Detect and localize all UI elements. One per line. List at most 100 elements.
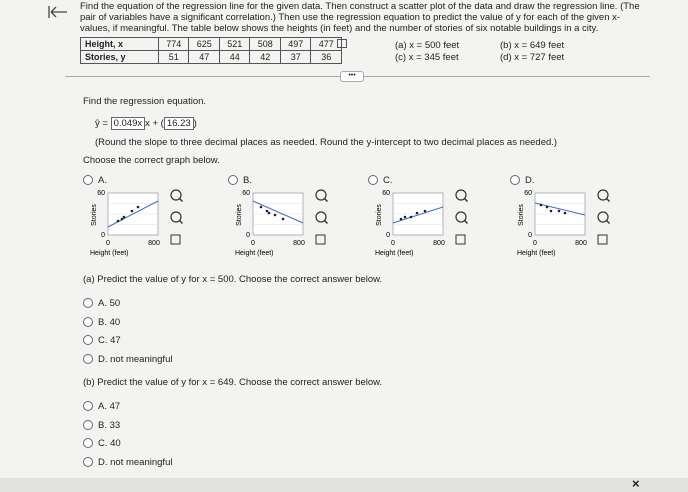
graph-option: 60 00 800 Stories Height (feet) — [235, 189, 328, 257]
option-label[interactable]: A. — [83, 175, 107, 186]
radio — [510, 175, 520, 186]
equation: ŷ = 0.049x x + (16.23) — [95, 117, 197, 130]
radio — [83, 353, 93, 364]
zoom-icon[interactable] — [170, 189, 182, 201]
expand-icon[interactable] — [170, 234, 181, 245]
zoom-handle — [606, 220, 610, 224]
answer-option[interactable]: A. 47 — [83, 401, 120, 412]
radio — [83, 175, 93, 186]
axis-label: 800 — [293, 240, 305, 247]
answer-option[interactable]: C. 40 — [83, 438, 121, 449]
reg-line — [107, 200, 159, 228]
prompt: Find the regression equation. — [83, 96, 207, 107]
table-cell: 37 — [279, 50, 312, 64]
zoom-icon[interactable] — [315, 211, 327, 223]
zoom-icon[interactable] — [170, 211, 182, 223]
zoom-icon[interactable] — [597, 211, 609, 223]
axis-title: Stories — [518, 204, 525, 226]
option-text: D. not meaningful — [98, 353, 173, 365]
dot — [557, 209, 561, 213]
option-letter: B. — [243, 175, 252, 186]
reg-line — [392, 206, 444, 224]
table-cell: 521 — [218, 37, 251, 51]
dot — [265, 209, 269, 213]
x-value: (a) x = 500 feet — [395, 40, 460, 51]
dot — [136, 205, 140, 209]
x-value: (d) x = 727 feet — [500, 52, 565, 63]
answer-option[interactable]: D. not meaningful — [83, 354, 172, 365]
axis-title: Height (feet) — [235, 250, 274, 257]
copy-icon[interactable] — [337, 39, 347, 48]
axis-label: 800 — [433, 240, 445, 247]
answer-option[interactable]: A. 50 — [83, 298, 120, 309]
expand-icon[interactable] — [315, 234, 326, 245]
answer-option[interactable]: B. 40 — [83, 317, 120, 328]
reg-line — [252, 200, 304, 224]
axis-label: 0 — [533, 240, 537, 247]
intercept-input[interactable]: 16.23 — [163, 117, 194, 130]
zoom-icon[interactable] — [455, 189, 467, 201]
close-button[interactable]: × — [632, 476, 640, 491]
option-letter: C. — [383, 175, 393, 186]
table-cell: 47 — [188, 50, 220, 64]
dot — [273, 213, 277, 217]
x-value: (b) x = 649 feet — [500, 40, 565, 51]
table-cell: 36 — [310, 50, 342, 64]
dot — [539, 203, 543, 207]
radio — [83, 316, 93, 327]
back-button[interactable] — [45, 4, 69, 20]
zoom-handle — [324, 220, 328, 224]
option-text: C. 40 — [98, 438, 121, 449]
table-cell: Height, x — [80, 37, 159, 51]
option-label[interactable]: C. — [368, 175, 393, 186]
axis-label: 800 — [575, 240, 587, 247]
graph-option: 60 00 800 Stories Height (feet) — [375, 189, 468, 257]
axis-label: 0 — [528, 232, 532, 239]
radio — [83, 438, 93, 449]
zoom-icon[interactable] — [597, 189, 609, 201]
eq-lhs: ŷ = — [95, 118, 108, 129]
zoom-icon[interactable] — [455, 211, 467, 223]
prompt: (a) Predict the value of y for x = 500. … — [83, 274, 383, 285]
table-cell: 508 — [249, 37, 281, 51]
prompt: (b) Predict the value of y for x = 649. … — [83, 377, 383, 388]
axis-label: 60 — [97, 190, 105, 197]
dot — [403, 215, 407, 219]
answer-option[interactable]: B. 33 — [83, 420, 120, 431]
expand-button[interactable]: ••• — [340, 71, 364, 82]
dot — [415, 211, 419, 215]
axis-label: 0 — [251, 240, 255, 247]
table-cell: 625 — [188, 37, 220, 51]
dot — [399, 217, 403, 221]
graph-option: 60 00 800 Stories Height (feet) — [90, 189, 183, 257]
dot — [409, 215, 413, 219]
dot — [423, 209, 427, 213]
table-row: Stories, y 51 47 44 42 37 36 — [80, 50, 342, 64]
table-cell: Stories, y — [80, 50, 159, 64]
option-label[interactable]: B. — [228, 175, 252, 186]
zoom-handle — [464, 220, 468, 224]
data-table: Height, x 774 625 521 508 497 477 Stories, y 51 4… — [80, 37, 342, 64]
zoom-handle — [179, 198, 183, 202]
answer-option[interactable]: C. 47 — [83, 335, 121, 346]
option-text: C. 47 — [98, 335, 121, 346]
axis-title: Stories — [236, 204, 243, 226]
dot — [116, 219, 120, 223]
slope-input[interactable]: 0.049x — [110, 117, 146, 130]
radio — [83, 298, 93, 309]
answer-option[interactable]: D. not meaningful — [83, 457, 172, 468]
option-label[interactable]: D. — [510, 175, 535, 186]
table-cell: 774 — [157, 37, 190, 51]
expand-icon[interactable] — [597, 234, 608, 245]
axis-title: Height (feet) — [375, 250, 414, 257]
option-text: A. 50 — [98, 298, 121, 309]
toolbar — [0, 478, 688, 492]
option-text: A. 47 — [98, 401, 121, 412]
dot — [120, 217, 124, 221]
option-text: D. not meaningful — [98, 456, 173, 468]
axis-label: 800 — [148, 240, 160, 247]
axis-label: 60 — [524, 190, 532, 197]
zoom-icon[interactable] — [315, 189, 327, 201]
expand-icon[interactable] — [455, 234, 466, 245]
